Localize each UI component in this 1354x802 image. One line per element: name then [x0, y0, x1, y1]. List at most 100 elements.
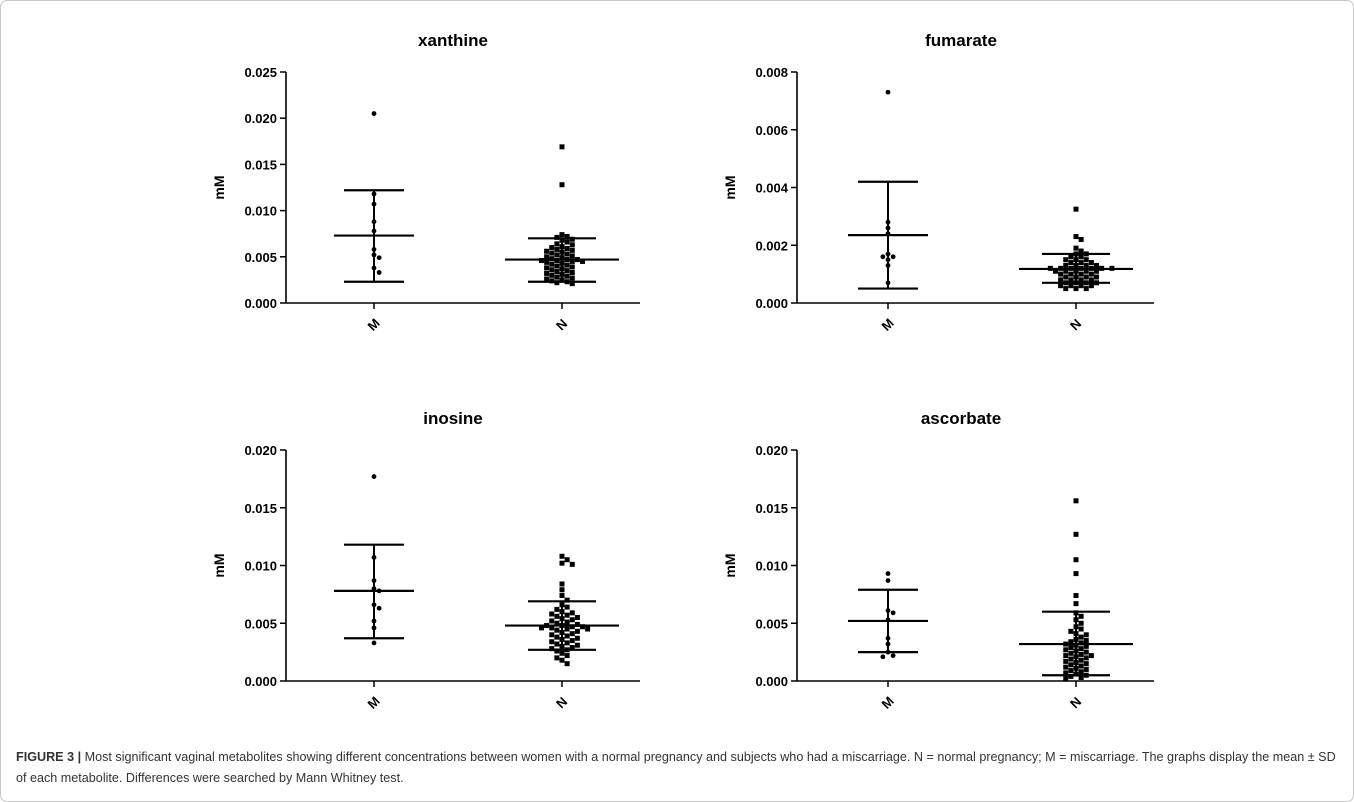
data-point: [559, 650, 565, 656]
data-point: [1063, 653, 1069, 659]
data-point: [371, 111, 377, 116]
data-point: [1068, 277, 1074, 283]
data-point: [564, 268, 570, 274]
data-point: [544, 248, 550, 254]
data-point: [1088, 271, 1094, 277]
data-point: [1078, 646, 1084, 652]
y-tick-label: 0.015: [755, 501, 788, 516]
x-tick-label: N: [1067, 316, 1084, 333]
data-point: [569, 610, 575, 616]
y-tick-label: 0.002: [755, 238, 788, 253]
y-tick-label: 0.006: [755, 123, 788, 138]
data-point: [574, 642, 580, 648]
data-point: [564, 251, 570, 257]
chart-title: inosine: [423, 409, 483, 428]
y-tick-label: 0.010: [244, 204, 277, 219]
data-point: [1063, 664, 1069, 670]
data-point: [549, 272, 555, 278]
data-point: [1063, 676, 1069, 682]
data-point: [564, 612, 570, 618]
y-axis-label: mM: [211, 553, 227, 577]
y-tick-label: 0.020: [244, 111, 277, 126]
data-point: [574, 635, 580, 641]
data-point: [549, 611, 555, 617]
data-point: [1083, 632, 1089, 638]
y-tick-label: 0.005: [244, 616, 277, 631]
chart-2: inosine mM 0.000 0.005 0.010 0.015 0.020 M N: [211, 409, 640, 712]
data-point: [885, 578, 891, 583]
data-point: [1083, 268, 1089, 274]
data-point: [1073, 234, 1079, 240]
data-point: [1088, 277, 1094, 283]
data-point: [554, 246, 560, 252]
data-point: [1058, 271, 1064, 277]
x-tick-label: M: [879, 694, 897, 712]
data-point: [554, 648, 560, 654]
data-point: [564, 245, 570, 251]
data-point: [1083, 257, 1089, 263]
data-point: [559, 553, 565, 559]
data-point: [376, 255, 382, 261]
y-tick-label: 0.004: [755, 181, 788, 196]
data-point: [1073, 593, 1079, 599]
data-point: [574, 621, 580, 627]
x-tick-label: M: [879, 316, 897, 334]
data-point: [1083, 262, 1089, 268]
data-point: [1068, 668, 1074, 674]
chart-title: ascorbate: [921, 409, 1001, 428]
data-point: [1058, 283, 1064, 289]
data-point: [564, 661, 570, 667]
data-point: [1068, 662, 1074, 668]
y-tick-label: 0.000: [755, 674, 788, 689]
data-point: [564, 626, 570, 632]
data-point: [1088, 653, 1094, 659]
x-tick-label: N: [1067, 694, 1084, 711]
data-point: [1068, 673, 1074, 679]
data-point: [574, 614, 580, 620]
data-point: [1078, 271, 1084, 277]
data-point: [554, 634, 560, 640]
data-point: [1068, 650, 1074, 656]
data-point: [890, 653, 896, 658]
data-point: [1073, 245, 1079, 251]
y-tick-label: 0.000: [755, 296, 788, 311]
data-point: [1088, 260, 1094, 266]
data-point: [1083, 655, 1089, 661]
data-point: [574, 628, 580, 634]
data-point: [549, 618, 555, 624]
data-point: [1078, 657, 1084, 663]
data-point: [559, 593, 565, 599]
data-point: [1073, 206, 1079, 212]
data-point: [1083, 666, 1089, 672]
data-point: [544, 254, 550, 260]
data-point: [1052, 268, 1058, 274]
data-point: [564, 633, 570, 639]
data-point: [1073, 286, 1079, 292]
data-point: [564, 619, 570, 625]
data-point: [890, 254, 896, 260]
y-tick-label: 0.025: [244, 65, 277, 80]
y-tick-label: 0.010: [755, 559, 788, 574]
data-point: [564, 604, 570, 610]
data-point: [554, 241, 560, 247]
data-point: [890, 610, 896, 616]
data-point: [1078, 669, 1084, 675]
data-point: [569, 638, 575, 644]
data-point: [1073, 571, 1079, 577]
data-point: [1063, 257, 1069, 263]
y-tick-label: 0.015: [244, 501, 277, 516]
data-point: [376, 270, 382, 275]
data-point: [549, 250, 555, 256]
y-tick-label: 0.005: [755, 616, 788, 631]
data-point: [1078, 675, 1084, 681]
charts-area: xanthine mM 0.000 0.005 0.010 0.015 0.020 0.025…: [211, 31, 1154, 712]
data-point: [371, 640, 377, 646]
data-point: [1078, 248, 1084, 254]
data-point: [1063, 670, 1069, 676]
chart-0: xanthine mM 0.000 0.005 0.010 0.015 0.020 0.025…: [211, 31, 640, 334]
chart-3: ascorbate mM 0.000 0.005 0.010 0.015 0.020 M N: [722, 409, 1154, 712]
y-tick-label: 0.020: [244, 443, 277, 458]
data-point: [1078, 613, 1084, 619]
data-point: [880, 254, 886, 260]
